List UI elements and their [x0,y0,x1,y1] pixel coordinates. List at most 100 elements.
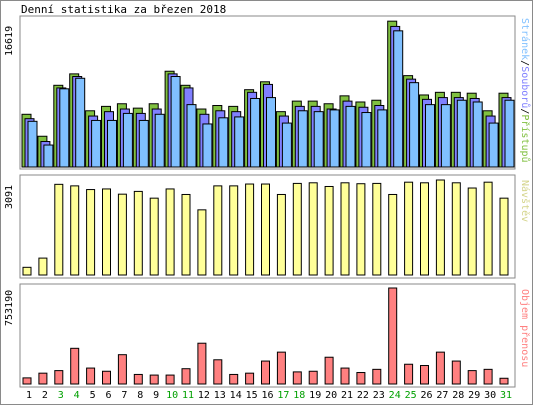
bar-visits-9 [149,197,159,276]
x-label-28: 28 [452,390,464,401]
legend-hits: Přístupů [519,114,530,163]
bar-str-nek-7 [122,112,133,168]
bar-kbytes-29 [467,370,477,385]
x-label-20: 20 [325,390,337,401]
bar-visits-15 [245,183,255,276]
bar-kbytes-17 [276,351,286,385]
bar-kbytes-25 [404,363,414,385]
bar-str-nek-3 [59,88,70,168]
hits-files-pages-bars [21,20,515,168]
x-label-14: 14 [230,390,242,401]
bar-visits-19 [308,182,318,276]
x-label-27: 27 [436,390,448,401]
bar-visits-20 [324,185,334,276]
bar-visits-1 [22,266,32,276]
x-label-21: 21 [341,390,353,401]
bar-str-nek-2 [43,144,54,168]
bar-kbytes-20 [324,356,334,385]
bar-str-nek-22 [361,112,372,168]
kbytes-bars [22,287,509,385]
bar-visits-31 [499,197,509,276]
x-label-25: 25 [405,390,417,401]
bar-visits-21 [340,182,350,276]
bar-str-nek-26 [425,104,435,168]
x-axis-day-labels: 1 2 3 4 5 6 7 8 9 10 11 12 13 14 15 16 17 18 19 20 21 22 23 24 2… [26,390,512,401]
x-label-19: 19 [309,390,321,401]
bar-kbytes-3 [54,370,64,385]
bar-kbytes-10 [165,374,175,385]
bar-visits-5 [86,189,96,276]
bar-kbytes-21 [340,367,350,385]
bar-kbytes-6 [102,370,111,385]
bar-kbytes-14 [229,373,239,385]
bar-str-nek-23 [377,109,388,168]
x-label-18: 18 [293,390,305,401]
x-label-31: 31 [500,390,512,401]
bar-visits-4 [70,185,80,276]
x-label-30: 30 [484,390,496,401]
panel3-max-label: 753190 [4,289,15,326]
bar-kbytes-16 [261,360,270,385]
bar-str-nek-14 [234,116,245,168]
x-label-16: 16 [261,390,273,401]
bar-visits-27 [435,179,445,276]
bar-str-nek-27 [440,104,451,168]
bar-kbytes-23 [372,368,382,385]
panel3-legend: Objem přenosu [519,289,530,368]
bar-str-nek-6 [107,119,117,168]
bar-kbytes-5 [86,367,96,385]
legend-files: Souborů [519,66,530,109]
x-label-12: 12 [198,390,210,401]
bar-kbytes-12 [197,342,207,385]
x-label-24: 24 [389,390,401,401]
bar-str-nek-9 [154,113,165,168]
bar-visits-6 [102,188,111,276]
bar-kbytes-30 [483,368,493,385]
bar-kbytes-19 [308,370,318,385]
x-label-13: 13 [214,390,226,401]
bar-visits-18 [292,182,302,276]
bar-str-nek-19 [313,111,324,168]
bar-visits-23 [372,182,382,276]
bar-str-nek-31 [504,99,515,168]
bar-visits-11 [181,193,191,276]
panel1-max-label: 16619 [4,25,15,56]
bar-kbytes-11 [181,368,191,385]
visits-bars [22,179,509,276]
bar-kbytes-4 [70,347,80,385]
bar-visits-8 [133,190,143,276]
bar-kbytes-8 [133,373,143,385]
bar-str-nek-8 [138,119,149,168]
bar-str-nek-4 [75,77,86,168]
x-label-22: 22 [357,390,369,401]
bar-kbytes-28 [451,360,461,385]
bar-kbytes-26 [420,365,429,385]
bar-str-nek-25 [409,82,420,168]
bar-visits-2 [38,257,48,276]
bar-visits-12 [197,209,207,276]
x-label-8: 8 [137,390,143,401]
bar-str-nek-1 [27,120,38,168]
x-label-29: 29 [468,390,480,401]
legend-pages: Stránek [519,18,530,61]
bar-kbytes-9 [149,374,159,385]
bar-str-nek-18 [297,110,308,168]
bar-kbytes-2 [38,372,48,385]
bar-kbytes-7 [117,354,127,385]
x-label-11: 11 [182,390,194,401]
x-label-9: 9 [153,390,159,401]
x-label-10: 10 [166,390,178,401]
bar-kbytes-22 [356,372,366,385]
bar-visits-25 [404,181,414,276]
bar-str-nek-30 [488,122,499,168]
bar-visits-30 [483,181,493,276]
bar-kbytes-18 [292,371,302,385]
bar-visits-7 [117,193,127,276]
bar-kbytes-24 [388,287,398,385]
x-label-3: 3 [58,390,64,401]
panel1-legend: Stránek/Souborů/Přístupů [519,18,530,163]
bar-str-nek-24 [393,30,404,168]
bar-str-nek-15 [250,97,261,168]
bar-visits-10 [165,188,175,276]
bar-str-nek-21 [345,105,356,168]
